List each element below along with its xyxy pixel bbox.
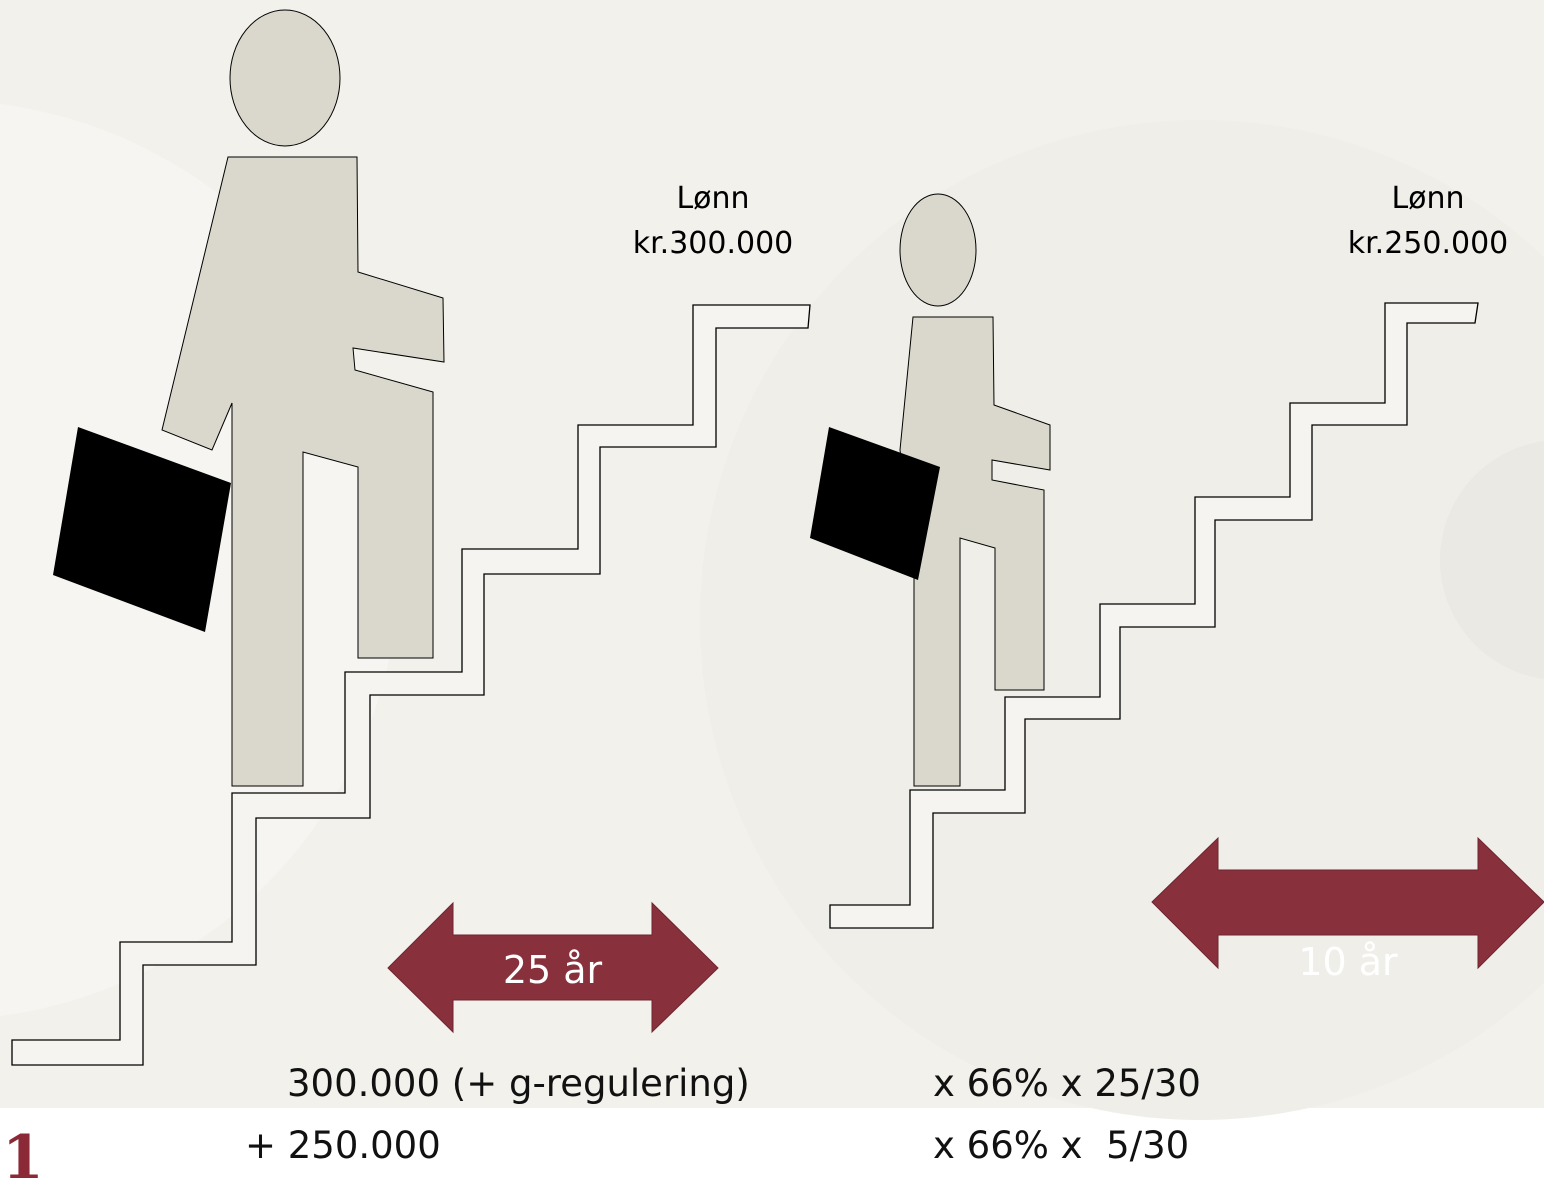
head (900, 194, 976, 306)
formula-amount: 300.000 (+ g-regulering) (287, 1062, 750, 1105)
salary-amount: kr.250.000 (1333, 221, 1523, 266)
slide-number: 1 (2, 1128, 44, 1188)
salary-label: Lønn (1330, 176, 1526, 221)
salary-label: Lønn (610, 176, 816, 221)
head (230, 10, 340, 146)
arrow-label: 10 år (1218, 940, 1478, 984)
formula-factor: x 66% x 25/30 (933, 1062, 1201, 1105)
slide: Lønn kr.300.000 Lønn kr.250.000 25 år 10… (0, 0, 1544, 1168)
formula-factor: x 66% x 5/30 (933, 1124, 1189, 1167)
formula-amount: + 250.000 (245, 1124, 441, 1167)
arrow-label: 25 år (453, 948, 652, 992)
salary-amount: kr.300.000 (600, 221, 826, 266)
